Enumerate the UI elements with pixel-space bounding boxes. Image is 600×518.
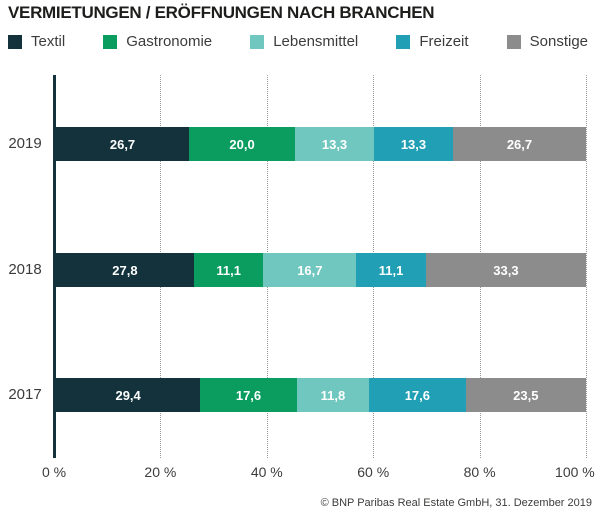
bar-value-label: 29,4 [115, 387, 141, 403]
x-tick-label: 100 % [555, 464, 595, 480]
x-tick-label: 60 % [357, 464, 390, 480]
bar-value-label: 17,6 [404, 387, 430, 403]
legend-item-gastronomie: Gastronomie [103, 33, 212, 50]
bar-segment-lebensmittel: 13,3 [295, 127, 374, 161]
bar-value-label: 16,7 [297, 262, 323, 278]
legend-label: Sonstige [529, 33, 588, 50]
legend-item-lebensmittel: Lebensmittel [250, 33, 358, 50]
legend-swatch-gastronomie [103, 34, 118, 49]
bar-value-label: 13,3 [321, 136, 348, 152]
legend-item-textil: Textil [8, 33, 65, 50]
bar-segment-lebensmittel: 16,7 [263, 253, 357, 287]
legend-label: Gastronomie [126, 33, 213, 50]
legend-label: Textil [31, 33, 66, 50]
stacked-bar-2018: 27,8 11,1 16,7 11,1 33,3 [56, 253, 586, 287]
bar-row-2017: 2017 29,4 17,6 11,8 17,6 23,5 [0, 378, 600, 412]
bar-segment-freizeit: 13,3 [374, 127, 453, 161]
y-axis-line [53, 75, 56, 458]
legend-item-sonstige: Sonstige [506, 33, 588, 50]
gridline-100% [586, 75, 587, 458]
bar-segment-gastronomie: 17,6 [200, 378, 297, 412]
year-label: 2017 [8, 386, 42, 403]
bar-segment-lebensmittel: 11,8 [296, 378, 370, 412]
bar-value-label: 11,1 [378, 262, 404, 278]
bar-value-label: 17,6 [235, 387, 262, 403]
x-tick-label: 0 % [41, 464, 67, 480]
chart-title: VERMIETUNGEN / ERÖFFNUNGEN NACH BRANCHEN [8, 3, 435, 22]
bar-value-label: 26,7 [506, 136, 533, 152]
legend: Textil Gastronomie Lebensmittel Freizeit… [8, 33, 588, 50]
bar-row-2019: 2019 26,7 20,0 13,3 13,3 26,7 [0, 127, 600, 161]
bar-segment-sonstige: 23,5 [465, 378, 586, 412]
x-tick-label: 80 % [463, 464, 496, 480]
legend-label: Freizeit [419, 33, 469, 50]
legend-swatch-textil [8, 34, 22, 49]
bar-segment-freizeit: 17,6 [369, 378, 466, 412]
bar-value-label: 11,8 [320, 387, 346, 403]
bar-segment-textil: 26,7 [56, 127, 190, 161]
bar-segment-gastronomie: 11,1 [193, 253, 264, 287]
bar-value-label: 11,1 [216, 262, 241, 278]
stacked-bar-2017: 29,4 17,6 11,8 17,6 23,5 [56, 378, 586, 412]
legend-label: Lebensmittel [273, 33, 359, 50]
bar-segment-textil: 29,4 [56, 378, 201, 412]
bar-segment-freizeit: 11,1 [356, 253, 426, 287]
stacked-bar-2019: 26,7 20,0 13,3 13,3 26,7 [56, 127, 586, 161]
bar-value-label: 26,7 [109, 136, 136, 152]
legend-swatch-sonstige [506, 34, 521, 49]
bar-value-label: 23,5 [513, 387, 539, 403]
year-label: 2019 [8, 135, 42, 152]
bar-segment-sonstige: 33,3 [425, 253, 586, 287]
x-tick-label: 20 % [144, 464, 177, 480]
bar-row-2018: 2018 27,8 11,1 16,7 11,1 33,3 [0, 253, 600, 287]
bar-value-label: 20,0 [229, 136, 255, 152]
legend-item-freizeit: Freizeit [396, 33, 469, 50]
year-label: 2018 [8, 261, 42, 278]
bar-value-label: 27,8 [112, 262, 138, 278]
copyright-note: © BNP Paribas Real Estate GmbH, 31. Deze… [320, 497, 592, 509]
bar-segment-textil: 27,8 [56, 253, 194, 287]
bar-segment-gastronomie: 20,0 [189, 127, 296, 161]
legend-swatch-lebensmittel [250, 34, 265, 49]
legend-swatch-freizeit [396, 34, 411, 49]
bar-segment-sonstige: 26,7 [452, 127, 586, 161]
bar-value-label: 13,3 [400, 136, 427, 152]
x-tick-label: 40 % [250, 464, 283, 480]
bar-value-label: 33,3 [493, 262, 519, 278]
